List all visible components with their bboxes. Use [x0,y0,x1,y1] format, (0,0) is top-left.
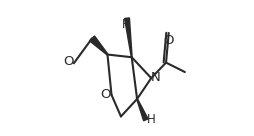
Text: O: O [64,55,74,68]
Polygon shape [125,18,132,57]
Polygon shape [137,99,148,121]
Text: H: H [147,113,156,126]
Text: N: N [151,71,161,84]
Text: O: O [101,88,111,101]
Polygon shape [89,36,108,55]
Text: O: O [164,34,174,47]
Text: H: H [122,18,131,31]
